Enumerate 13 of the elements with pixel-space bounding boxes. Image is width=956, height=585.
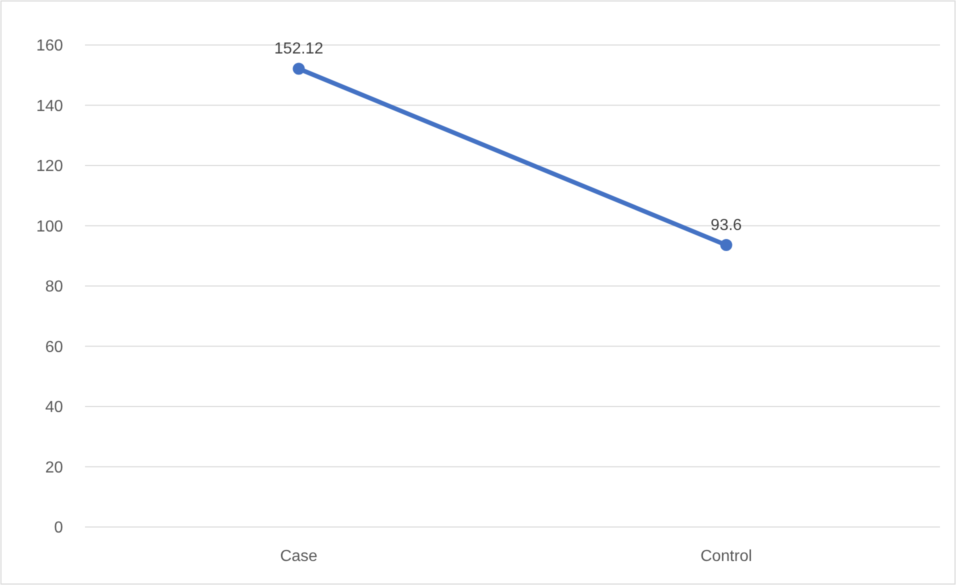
y-tick-label: 0	[54, 520, 64, 537]
x-tick-label: Case	[280, 548, 318, 565]
y-tick-label: 40	[45, 399, 64, 416]
data-label: 93.6	[710, 217, 742, 234]
y-tick-label: 160	[36, 38, 64, 55]
y-tick-label: 120	[36, 158, 64, 176]
y-tick-label: 100	[36, 218, 64, 236]
x-tick-label: Control	[700, 548, 752, 565]
data-label: 152.12	[274, 40, 324, 58]
y-tick-label: 60	[45, 338, 64, 356]
y-tick-label: 140	[36, 98, 64, 115]
y-tick-label: 20	[45, 459, 64, 476]
y-tick-label: 80	[45, 278, 64, 296]
